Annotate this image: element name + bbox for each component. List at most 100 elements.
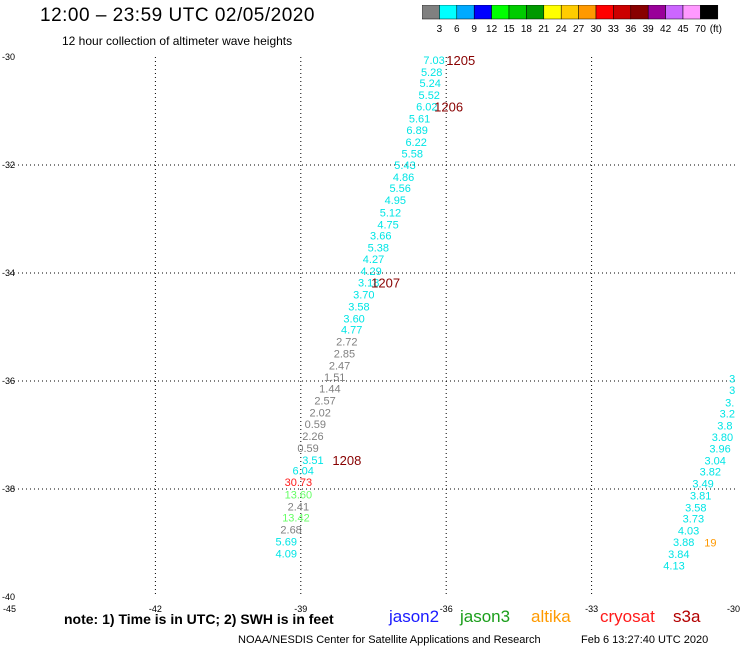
color-scale-legend: 3 6 9 12 15 18 21 24 27 30 33 36 39 42 45 70 (ft) (422, 5, 722, 35)
chart-title: 12:00 – 23:59 UTC 02/05/2020 (40, 5, 315, 26)
satellite-legend-s3a: s3a (673, 607, 701, 626)
x-tick-label: -42 (149, 604, 162, 614)
x-tick-label: -45 (3, 604, 16, 614)
wave-height-label: 4.77 (341, 325, 362, 337)
wave-height-label: 2.72 (336, 337, 357, 349)
scale-label: 27 (573, 24, 585, 35)
satellite-legend-cryosat: cryosat (600, 607, 655, 626)
wave-height-label: 3.82 (700, 467, 721, 479)
satellite-legend-altika: altika (531, 607, 571, 626)
wave-height-label: 3. (725, 398, 734, 410)
wave-height-label: 4.86 (393, 172, 414, 184)
y-tick-label: -38 (2, 484, 15, 494)
time-label: 1205 (446, 53, 475, 68)
scale-label: 12 (486, 24, 498, 35)
wave-height-label: 2.57 (314, 395, 335, 407)
wave-height-label: 1.44 (319, 384, 340, 396)
wave-height-label: 3.58 (348, 301, 369, 313)
satellite-legend-jason2: jason2 (389, 607, 440, 626)
x-tick-label: -33 (585, 604, 598, 614)
wave-height-label: 2.47 (329, 360, 350, 372)
wave-height-label: 30.73 (285, 477, 313, 489)
wave-height-label: 6.04 (293, 466, 314, 478)
wave-height-label: 7.03 (423, 55, 444, 67)
wave-height-label: 2.85 (334, 348, 355, 360)
scale-label: 24 (556, 24, 568, 35)
wave-height-label: 19 (704, 537, 716, 549)
scale-label: 33 (608, 24, 620, 35)
wave-height-label: 3.60 (343, 313, 364, 325)
wave-height-label: 6.02 (416, 102, 437, 114)
wave-height-label: 13.42 (282, 513, 310, 525)
time-label: 1206 (434, 100, 463, 115)
wave-height-label: 2.41 (288, 501, 309, 513)
wave-height-label: 3.49 (692, 479, 713, 491)
y-tick-label: -32 (2, 160, 15, 170)
scale-unit: (ft) (710, 24, 722, 35)
wave-height-label: 4.29 (360, 266, 381, 278)
y-tick-label: -34 (2, 268, 15, 278)
wave-height-label: 3.88 (673, 537, 694, 549)
time-label: 1208 (332, 453, 361, 468)
wave-height-label: 5.58 (402, 149, 423, 161)
time-label: 1207 (371, 276, 400, 291)
scale-label: 42 (660, 24, 672, 35)
y-tick-label: -40 (2, 592, 15, 602)
wave-height-label: 5.43 (394, 160, 415, 172)
wave-height-label: 3.04 (704, 455, 725, 467)
wave-height-label: 2.68 (280, 525, 301, 537)
wave-height-label: 2.02 (309, 407, 330, 419)
wave-height-label: 5.52 (419, 90, 440, 102)
x-tick-label: -39 (294, 604, 307, 614)
wave-height-label: 5.12 (380, 208, 401, 220)
wave-height-label: 5.28 (421, 67, 442, 79)
scale-label: 18 (521, 24, 533, 35)
wave-height-label: 5.24 (419, 78, 440, 90)
scale-label: 3 (437, 24, 443, 35)
wave-height-label: 5.38 (368, 243, 389, 255)
wave-height-label: 1.51 (324, 372, 345, 384)
wave-height-label: 3.73 (683, 514, 704, 526)
wave-height-label: 3 (729, 385, 735, 397)
wave-height-label: 4.03 (678, 526, 699, 538)
scale-label: 15 (503, 24, 515, 35)
scale-swatch (700, 5, 719, 20)
scale-label: 21 (538, 24, 550, 35)
wave-height-label: 5.61 (409, 114, 430, 126)
wave-height-label: 3.8 (717, 420, 732, 432)
wave-height-label: 3.18 (358, 278, 379, 290)
wave-height-label: 4.09 (276, 548, 297, 560)
wave-height-label: 6.89 (406, 125, 427, 137)
scale-label: 9 (471, 24, 477, 35)
scale-label: 36 (625, 24, 637, 35)
wave-height-label: 3.58 (685, 502, 706, 514)
scale-label: 30 (590, 24, 602, 35)
y-tick-label: -36 (2, 376, 15, 386)
y-tick-label: -30 (2, 52, 15, 62)
scale-label: 45 (677, 24, 689, 35)
wave-height-label: 3.2 (720, 408, 735, 420)
wave-height-label: 4.75 (377, 219, 398, 231)
wave-height-label: 4.95 (385, 195, 406, 207)
wave-height-label: 3.70 (353, 290, 374, 302)
footer-note: note: 1) Time is in UTC; 2) SWH is in fe… (64, 611, 334, 627)
satellite-legend-jason3: jason3 (460, 607, 511, 626)
wave-height-label: 3.66 (370, 231, 391, 243)
x-tick-label: -36 (440, 604, 453, 614)
wave-height-label: 3.84 (668, 549, 689, 561)
x-tick-label: -30 (727, 604, 740, 614)
wave-height-label: 3.51 (302, 455, 323, 467)
wave-height-label: 13.60 (285, 489, 313, 501)
footer-credit: NOAA/NESDIS Center for Satellite Applica… (238, 634, 541, 646)
scale-label: 6 (454, 24, 460, 35)
scale-label: 70 (695, 24, 707, 35)
footer-timestamp: Feb 6 13:27:40 UTC 2020 (581, 634, 709, 646)
scale-label: 39 (643, 24, 655, 35)
wave-height-label: 3.80 (712, 432, 733, 444)
wave-height-label: 5.69 (276, 536, 297, 548)
wave-height-label: 4.27 (363, 254, 384, 266)
wave-height-label: 3 (729, 373, 735, 385)
wave-height-label: 2.26 (302, 431, 323, 443)
wave-height-label: 0.59 (297, 443, 318, 455)
